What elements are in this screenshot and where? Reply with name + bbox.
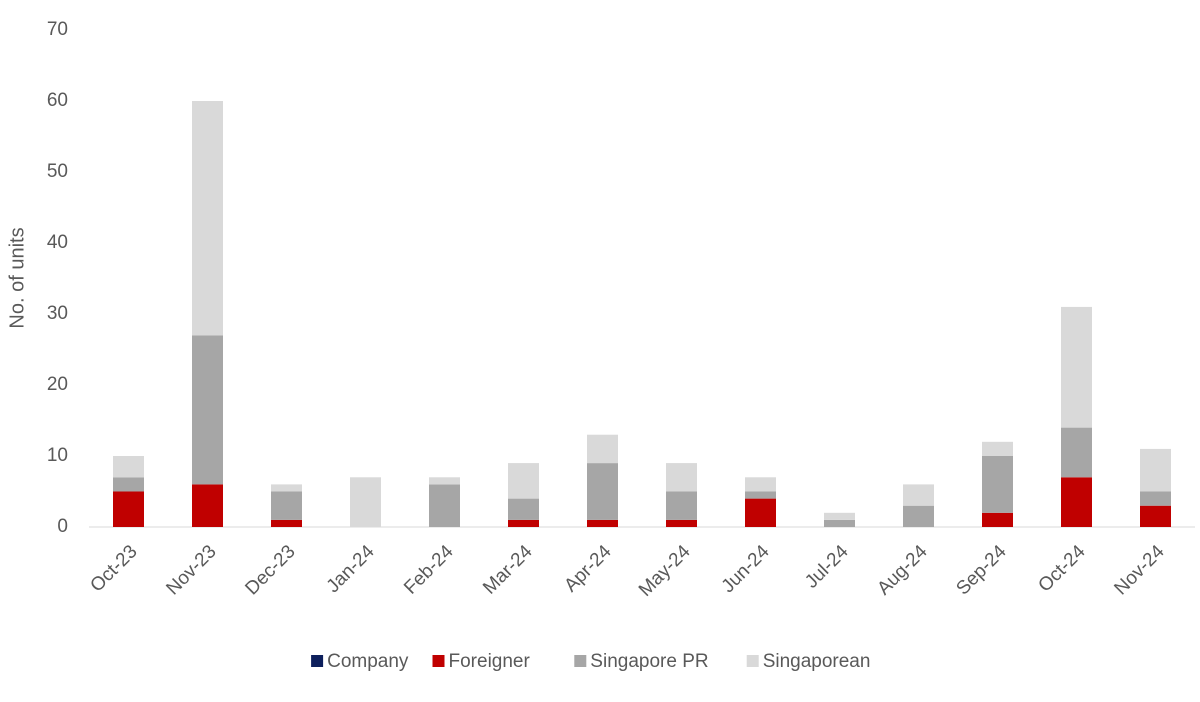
- bar-segment: [587, 519, 618, 527]
- y-tick-label: 50: [47, 161, 68, 182]
- legend-label: Singapore PR: [590, 651, 708, 672]
- bar-segment: [271, 491, 302, 520]
- x-tick-label: Oct-24: [1034, 541, 1089, 596]
- x-tick-label: May-24: [635, 541, 695, 601]
- x-tick-label: Feb-24: [400, 541, 458, 599]
- y-axis-label: No. of units: [6, 227, 28, 328]
- bar-segment: [271, 484, 302, 492]
- bar-segment: [982, 441, 1013, 456]
- bar-segment: [113, 491, 144, 527]
- bar-segment: [745, 477, 776, 492]
- bar-segment: [113, 477, 144, 492]
- bar-segment: [1061, 477, 1092, 527]
- y-tick-label: 20: [47, 374, 68, 395]
- bar-segment: [666, 491, 697, 520]
- bar-segment: [508, 463, 539, 499]
- bar-segment: [903, 484, 934, 506]
- y-tick-label: 30: [47, 303, 68, 324]
- x-tick-label: Nov-23: [162, 541, 220, 599]
- legend-label: Singaporean: [763, 651, 871, 672]
- x-tick-label: Mar-24: [479, 541, 537, 599]
- bar-segment: [745, 491, 776, 499]
- y-tick-label: 60: [47, 90, 68, 111]
- bar-segment: [429, 484, 460, 527]
- bar-segment: [1061, 306, 1092, 428]
- bar-segment: [666, 463, 697, 492]
- x-tick-label: Dec-23: [241, 541, 299, 599]
- bar-segment: [1061, 427, 1092, 478]
- bar-segment: [982, 512, 1013, 527]
- bar-segment: [192, 484, 223, 527]
- bar-segment: [271, 519, 302, 527]
- bar-segment: [508, 498, 539, 520]
- x-tick-label: Aug-24: [873, 541, 931, 599]
- bar-segment: [903, 505, 934, 527]
- bar-segment: [429, 477, 460, 485]
- x-tick-label: Sep-24: [952, 541, 1010, 599]
- legend-label: Foreigner: [449, 651, 531, 672]
- bar-segment: [824, 519, 855, 527]
- legend-label: Company: [327, 651, 409, 672]
- bar-segment: [587, 434, 618, 464]
- y-tick-label: 40: [47, 232, 68, 253]
- y-tick-label: 0: [57, 516, 68, 537]
- y-tick-label: 10: [47, 445, 68, 466]
- bar-segment: [192, 101, 223, 336]
- bar-segment: [824, 512, 855, 520]
- bar-segment: [982, 456, 1013, 513]
- x-tick-label: Apr-24: [560, 541, 615, 596]
- legend-swatch: [311, 655, 324, 667]
- x-tick-label: Jan-24: [323, 541, 379, 597]
- bar-segment: [666, 519, 697, 527]
- bar-segment: [113, 456, 144, 478]
- bar-segment: [192, 335, 223, 485]
- bar-segment: [1140, 448, 1171, 492]
- legend-swatch: [746, 655, 759, 667]
- legend-swatch: [574, 655, 587, 667]
- bar-segment: [1140, 505, 1171, 527]
- x-tick-label: Nov-24: [1110, 541, 1168, 599]
- bar-segment: [350, 477, 381, 527]
- x-tick-label: Jul-24: [801, 541, 853, 593]
- legend-swatch: [432, 655, 445, 667]
- bar-segment: [745, 498, 776, 527]
- bar-segment: [508, 519, 539, 527]
- bar-segment: [1140, 491, 1171, 506]
- x-tick-label: Oct-23: [86, 541, 141, 596]
- x-tick-label: Jun-24: [718, 541, 774, 597]
- y-tick-label: 70: [47, 19, 68, 40]
- bar-segment: [587, 463, 618, 520]
